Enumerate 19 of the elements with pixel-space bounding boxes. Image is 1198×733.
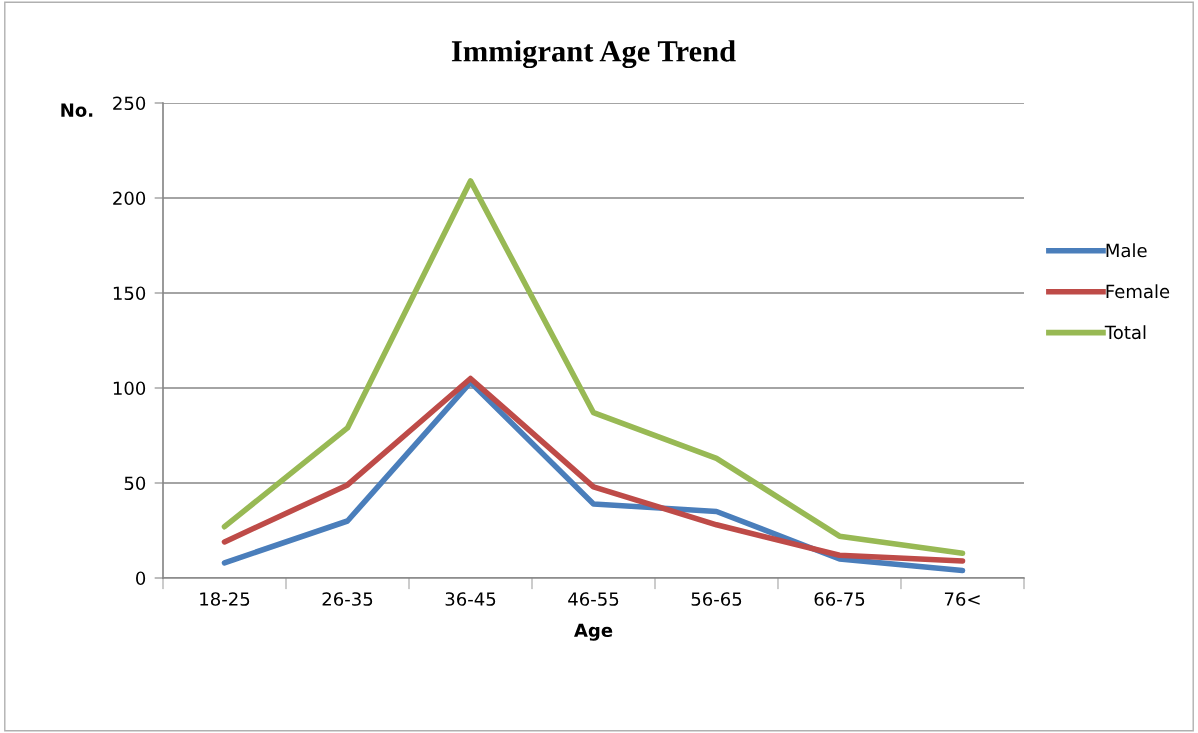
y-tick-label: 50 <box>124 476 146 491</box>
x-tick-label: 56-65 <box>691 592 742 606</box>
legend-label: Total <box>1104 325 1146 340</box>
y-tick-label: 100 <box>113 381 146 396</box>
y-tick-label: 0 <box>136 571 146 586</box>
legend-label: Male <box>1106 243 1147 258</box>
y-axis-title: No. <box>61 103 93 117</box>
x-axis-title: Age <box>574 623 613 641</box>
y-tick-label: 150 <box>113 286 146 301</box>
y-tick-label: 200 <box>113 191 146 206</box>
chart-title: Immigrant Age Trend <box>451 40 736 69</box>
x-tick-label: 18-25 <box>200 592 250 606</box>
legend-label: Female <box>1106 284 1170 299</box>
x-tick-label: 36-45 <box>445 592 496 606</box>
x-tick-label: 66-75 <box>814 592 865 606</box>
x-tick-label: 46-55 <box>568 592 619 606</box>
x-tick-label: 76< <box>944 592 980 606</box>
x-tick-label: 26-35 <box>322 592 373 606</box>
y-tick-label: 250 <box>113 96 146 111</box>
